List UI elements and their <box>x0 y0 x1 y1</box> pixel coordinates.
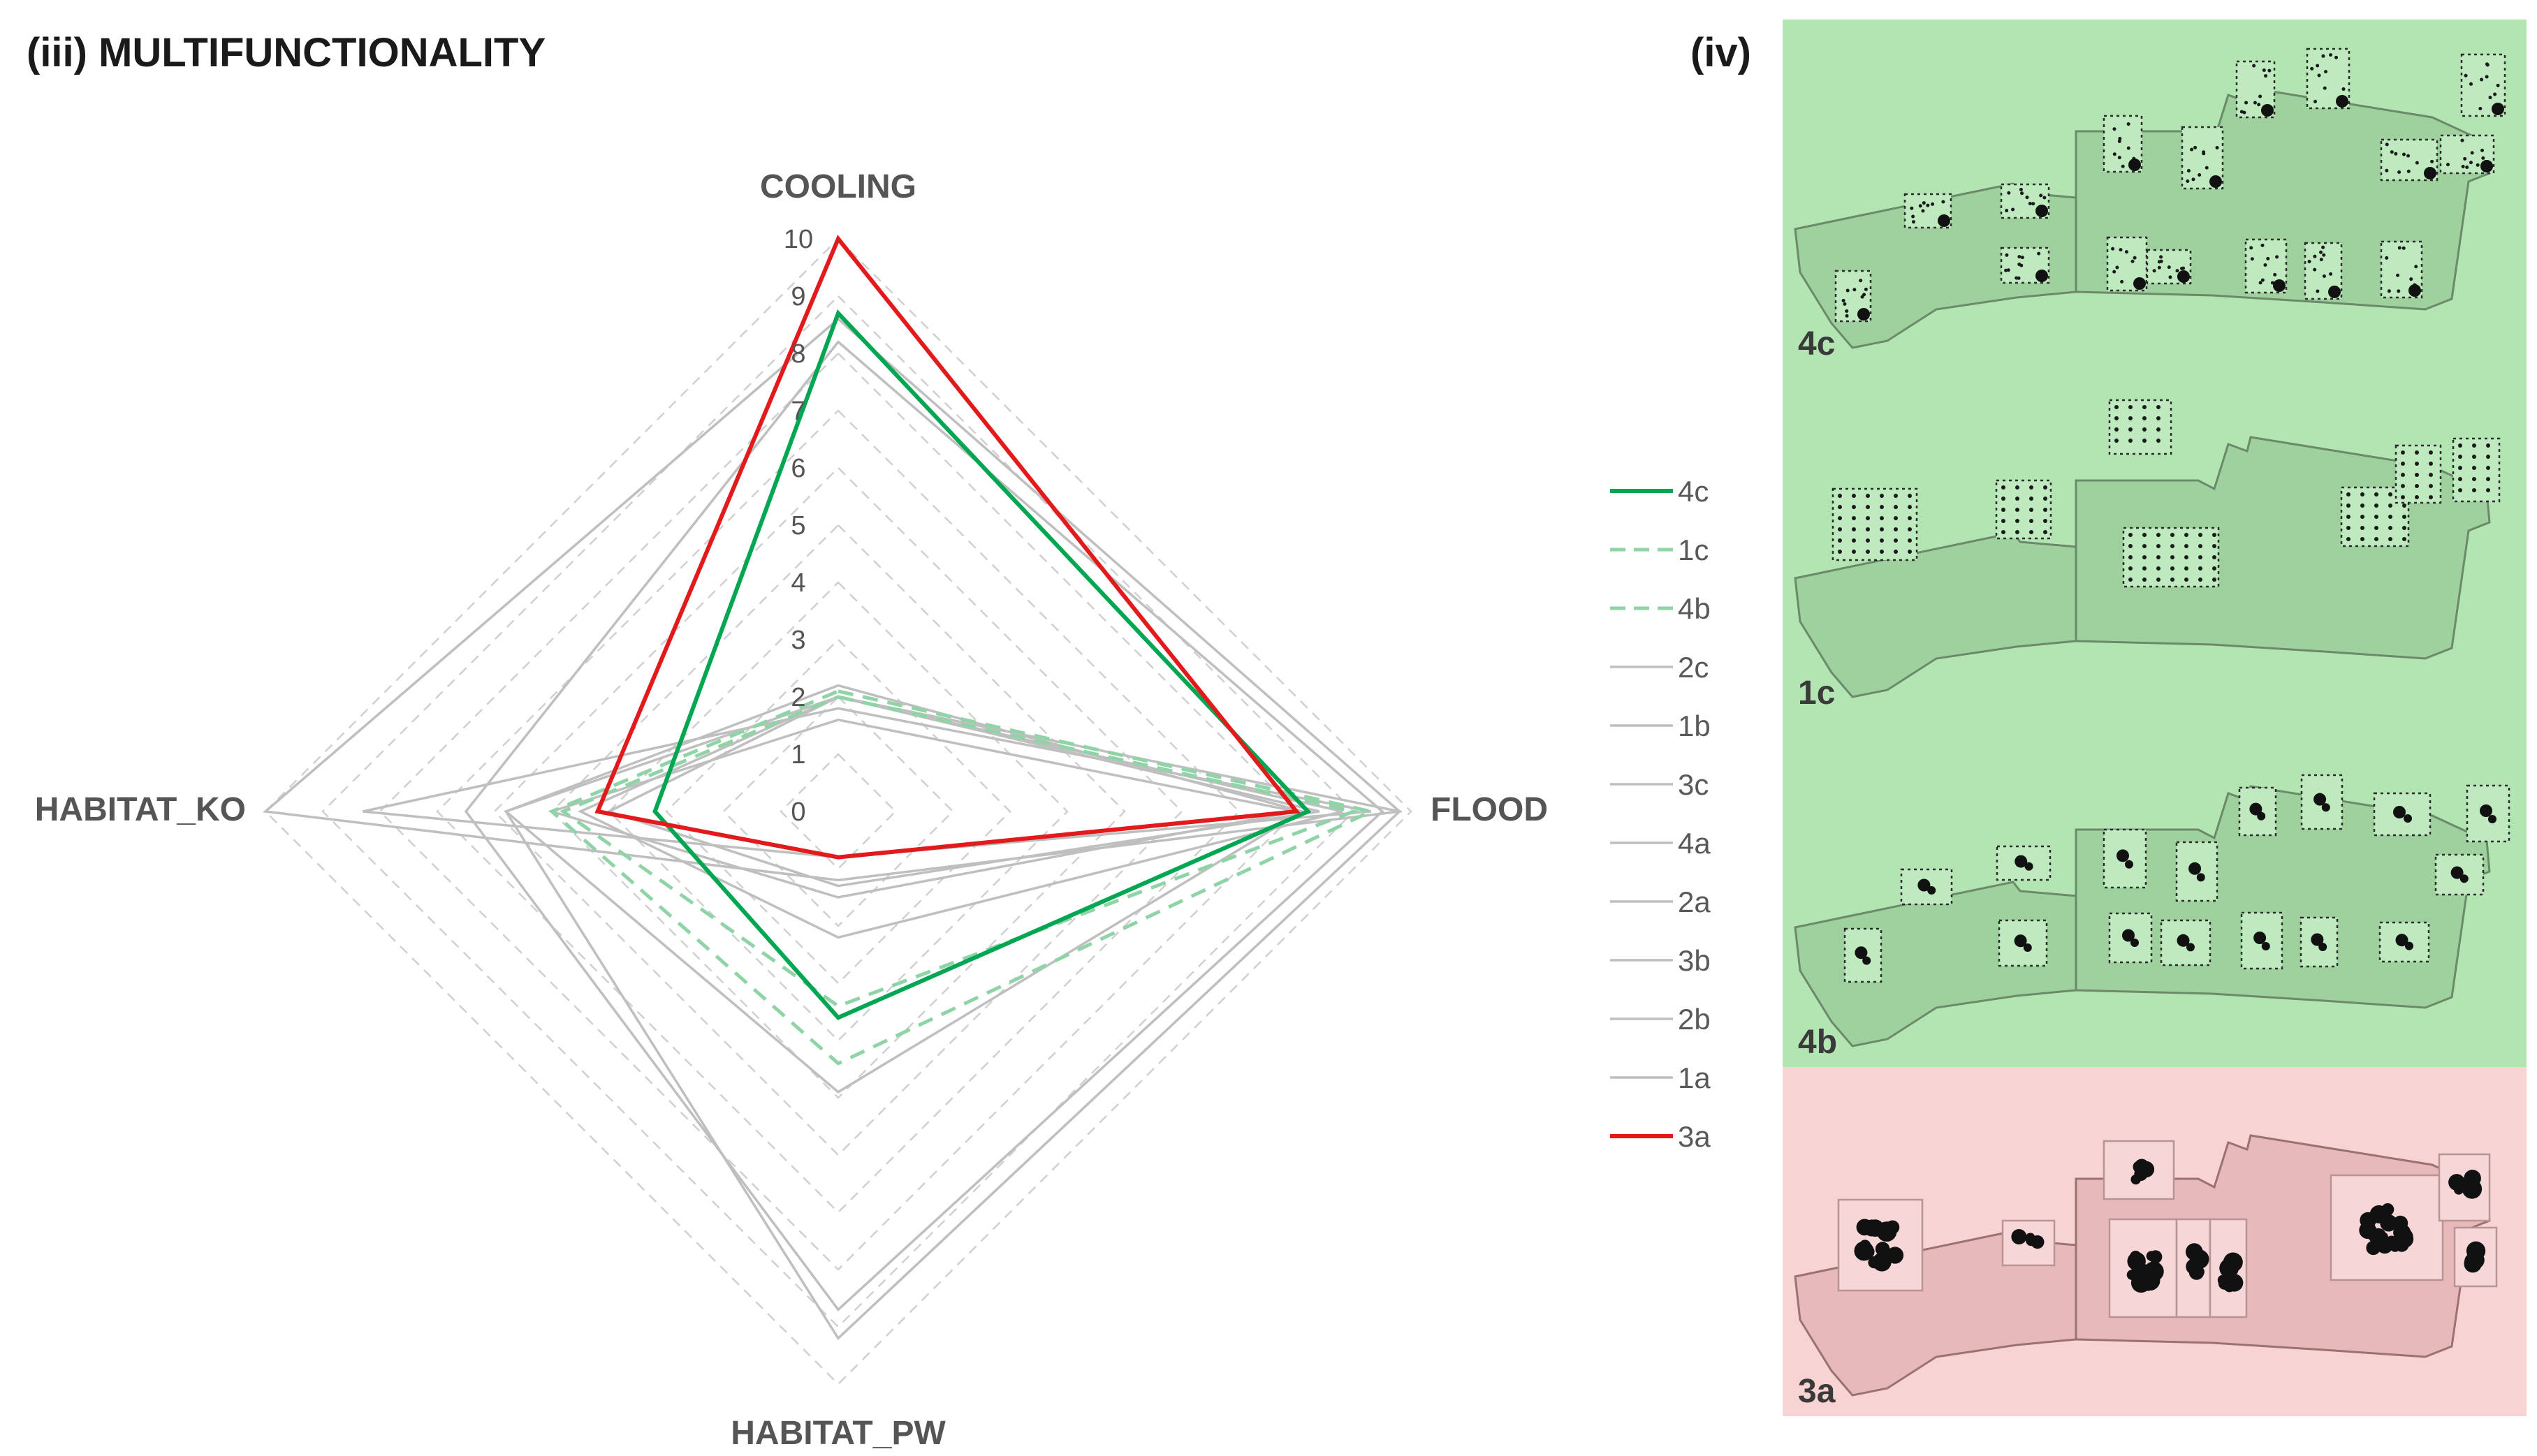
legend-label-2b: 2b <box>1678 1003 1711 1036</box>
tick-label-3: 3 <box>791 626 805 655</box>
radar-series <box>262 235 1403 1341</box>
legend-label-2a: 2a <box>1678 885 1711 918</box>
legend-label-3c: 3c <box>1678 768 1709 801</box>
legend-label-4a: 4a <box>1678 827 1711 860</box>
plot-14 <box>2300 916 2339 968</box>
grid-ring-7 <box>436 409 1241 1214</box>
legend-label-3a: 3a <box>1678 1120 1711 1153</box>
map-label-1c: 1c <box>1798 675 1835 712</box>
axis-label-flood: FLOOD <box>1431 791 1548 828</box>
radar-tick-labels: 0 1 2 3 4 5 6 7 8 9 10 <box>784 225 813 827</box>
series-4a <box>262 317 1403 882</box>
chart-legend: 4c 1c 4b 2c 1b 3c 4a 2a 3b 2b 1a 3a <box>1610 475 1711 1153</box>
map-label-4b: 4b <box>1798 1024 1837 1061</box>
site-maps: 4c 1c 4b 3a <box>1783 20 2527 1416</box>
legend-label-1a: 1a <box>1678 1061 1711 1094</box>
grid-ring-9 <box>321 295 1355 1328</box>
axis-label-cooling: COOLING <box>760 168 916 205</box>
tick-label-6: 6 <box>791 454 805 483</box>
series-2b <box>577 696 1343 939</box>
axis-label-habitat-ko: HABITAT_KO <box>35 791 246 828</box>
grid-ring-4 <box>608 581 1069 1042</box>
legend-label-4b: 4b <box>1678 592 1711 625</box>
series-3c <box>464 340 1384 1311</box>
series-4c <box>652 309 1312 1020</box>
site-map-4b: 4b <box>1783 718 2527 1067</box>
map-label-4c: 4c <box>1798 325 1835 362</box>
plot-10 <box>1998 919 2048 967</box>
grid-ring-10 <box>264 237 1412 1385</box>
plot-10 <box>2000 247 2050 284</box>
series-3a <box>594 235 1301 860</box>
grid-ring-2 <box>722 696 954 927</box>
legend-label-1b: 1b <box>1678 709 1711 742</box>
plot-3 <box>1832 487 1918 561</box>
tick-label-1: 1 <box>791 740 805 770</box>
grid-ring-6 <box>493 466 1183 1156</box>
plot-1 <box>2000 183 2050 219</box>
legend-label-4c: 4c <box>1678 475 1709 508</box>
grid-ring-1 <box>780 753 897 870</box>
radar-chart: 0 1 2 3 4 5 6 7 8 9 10 COOLING FLOOD HABITAT_PW HA… <box>35 168 1548 1452</box>
tick-label-5: 5 <box>791 511 805 541</box>
radar-axis-labels: COOLING FLOOD HABITAT_PW HABITAT_KO <box>35 168 1548 1452</box>
site-map-4c: 4c <box>1783 20 2527 369</box>
series-1c <box>548 689 1377 1066</box>
tick-label-8: 8 <box>791 339 805 369</box>
tick-label-9: 9 <box>791 282 805 311</box>
tick-label-10: 10 <box>784 225 813 254</box>
legend-label-3b: 3b <box>1678 944 1711 977</box>
axis-label-habitat-pw: HABITAT_PW <box>731 1415 946 1452</box>
site-map-1c: 1c <box>1783 369 2527 718</box>
tick-label-2: 2 <box>791 683 805 712</box>
grid-ring-8 <box>379 352 1298 1271</box>
tick-label-0: 0 <box>791 797 805 827</box>
grid-ring-5 <box>550 524 1126 1099</box>
site-map-3a: 3a <box>1783 1067 2527 1416</box>
radar-grid <box>264 237 1412 1385</box>
legend-label-2c: 2c <box>1678 651 1709 684</box>
tick-label-7: 7 <box>791 397 805 426</box>
panel-iii-title: (iii) MULTIFUNCTIONALITY <box>27 30 546 75</box>
map-label-3a: 3a <box>1798 1373 1836 1410</box>
plot-1 <box>1995 479 2052 540</box>
legend-label-1c: 1c <box>1678 534 1709 566</box>
plot-0 <box>2108 399 2172 455</box>
series-4b <box>560 695 1360 1008</box>
series-1b <box>504 696 1403 1341</box>
series-1a <box>606 696 1320 888</box>
panel-iv-title: (iv) <box>1690 30 1751 75</box>
tick-label-4: 4 <box>791 568 805 598</box>
